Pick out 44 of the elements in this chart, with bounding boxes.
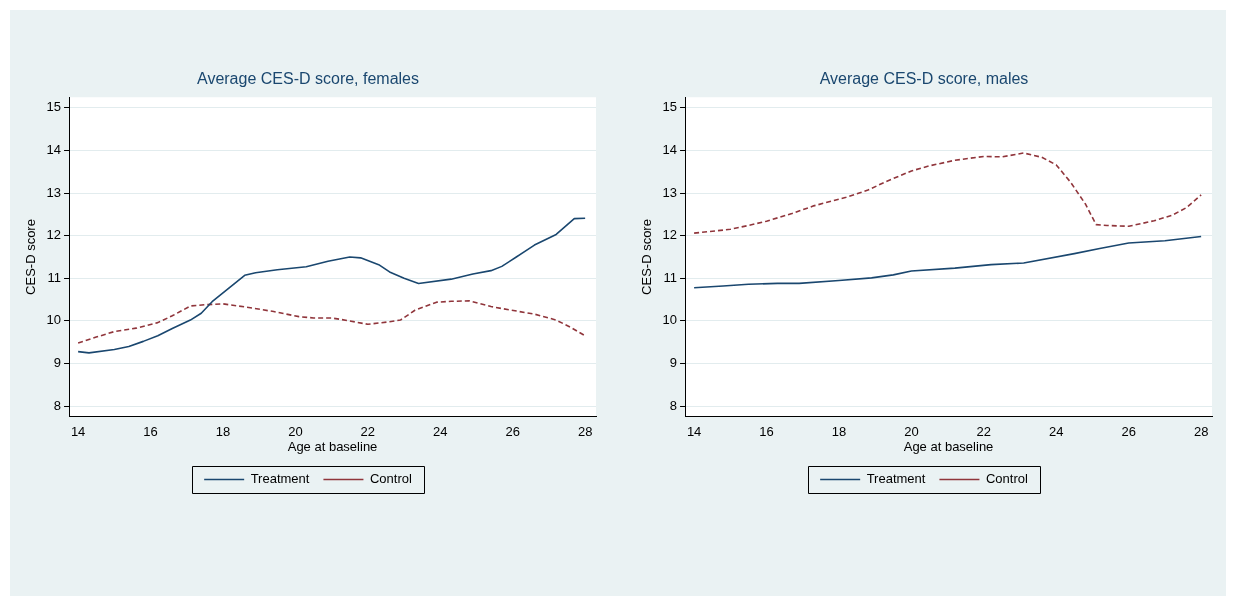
x-axis-title: Age at baseline bbox=[903, 438, 994, 454]
y-tick-label: 11 bbox=[47, 269, 62, 285]
x-tick-label: 26 bbox=[1121, 424, 1136, 440]
x-tick-label: 24 bbox=[433, 424, 448, 440]
y-tick-label: 15 bbox=[46, 99, 62, 115]
y-tick-label: 8 bbox=[53, 397, 62, 413]
legend-label: Control bbox=[369, 471, 412, 487]
y-tick-label: 13 bbox=[662, 184, 678, 200]
y-tick-label: 15 bbox=[662, 99, 678, 115]
y-tick-label: 12 bbox=[662, 227, 678, 243]
y-tick-label: 13 bbox=[46, 184, 62, 200]
x-tick-label: 14 bbox=[70, 424, 86, 440]
x-tick-label: 14 bbox=[686, 424, 702, 440]
y-tick-label: 14 bbox=[46, 142, 62, 158]
line-series bbox=[693, 152, 1202, 234]
x-tick-label: 24 bbox=[1049, 424, 1064, 440]
y-tick-label: 12 bbox=[46, 227, 62, 243]
x-tick-label: 20 bbox=[904, 424, 919, 440]
y-tick-label: 10 bbox=[46, 312, 62, 328]
x-tick-label: 20 bbox=[288, 424, 303, 440]
y-tick-label: 9 bbox=[53, 355, 62, 371]
y-tick-label: 10 bbox=[662, 312, 678, 328]
legend-label: Treatment bbox=[866, 471, 926, 487]
x-axis-title: Age at baseline bbox=[287, 438, 378, 454]
line-series bbox=[77, 300, 586, 344]
x-tick-label: 16 bbox=[143, 424, 158, 440]
x-tick-label: 22 bbox=[976, 424, 992, 440]
legend-label: Treatment bbox=[250, 471, 310, 487]
x-tick-label: 16 bbox=[759, 424, 774, 440]
x-tick-label: 28 bbox=[1193, 424, 1209, 440]
y-tick-label: 14 bbox=[662, 142, 678, 158]
y-tick-label: 8 bbox=[669, 397, 678, 413]
legend-label: Control bbox=[985, 471, 1028, 487]
y-tick-label: 11 bbox=[663, 269, 678, 285]
x-tick-label: 28 bbox=[577, 424, 593, 440]
x-tick-label: 26 bbox=[505, 424, 520, 440]
x-tick-label: 18 bbox=[215, 424, 231, 440]
chart-title: Average CES-D score, males bbox=[819, 70, 1029, 88]
y-axis-title: CES-D score bbox=[639, 219, 655, 295]
y-tick-label: 9 bbox=[669, 355, 678, 371]
x-tick-label: 18 bbox=[831, 424, 847, 440]
y-axis-title: CES-D score bbox=[23, 219, 39, 295]
chart-title: Average CES-D score, females bbox=[196, 70, 420, 88]
x-tick-label: 22 bbox=[360, 424, 376, 440]
